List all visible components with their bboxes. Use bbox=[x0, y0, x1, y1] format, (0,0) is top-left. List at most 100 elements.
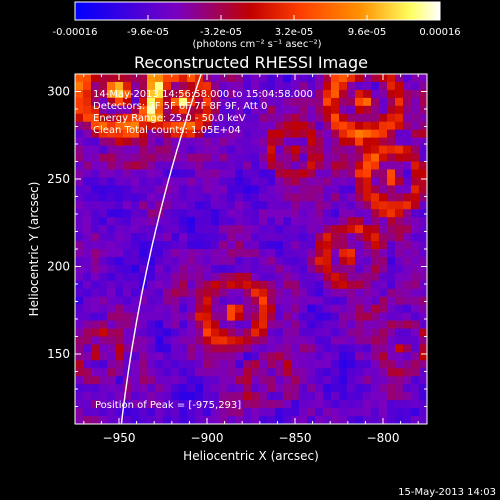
heatmap-cell bbox=[115, 137, 124, 147]
heatmap-cell bbox=[267, 113, 276, 123]
heatmap-cell bbox=[411, 145, 420, 155]
heatmap-cell bbox=[107, 201, 116, 210]
heatmap-cell bbox=[259, 368, 268, 377]
heatmap-cell bbox=[171, 376, 180, 385]
heatmap-cell bbox=[195, 280, 204, 290]
heatmap-cell bbox=[99, 312, 108, 322]
heatmap-cell bbox=[243, 169, 252, 178]
heatmap-cell bbox=[283, 185, 292, 194]
heatmap-cell bbox=[251, 352, 260, 361]
heatmap-cell bbox=[179, 264, 188, 274]
heatmap-cell bbox=[171, 185, 180, 194]
heatmap-cell bbox=[355, 233, 364, 242]
heatmap-cell bbox=[83, 416, 92, 424]
heatmap-cell bbox=[267, 376, 276, 385]
heatmap-cell bbox=[323, 74, 332, 83]
heatmap-cell bbox=[203, 368, 212, 377]
heatmap-cell bbox=[379, 153, 388, 163]
heatmap-cell bbox=[387, 201, 396, 210]
heatmap-cell bbox=[299, 416, 308, 424]
heatmap-cell bbox=[219, 193, 228, 202]
heatmap-cell bbox=[347, 233, 356, 242]
heatmap-cell bbox=[323, 320, 332, 330]
heatmap-cell bbox=[171, 145, 180, 155]
heatmap-cell bbox=[219, 312, 228, 322]
heatmap-cell bbox=[163, 209, 172, 218]
heatmap-cell bbox=[155, 241, 164, 250]
heatmap-cell bbox=[83, 408, 92, 417]
heatmap-cell bbox=[331, 225, 340, 234]
heatmap-cell bbox=[347, 74, 356, 83]
heatmap-cell bbox=[315, 121, 324, 131]
heatmap-cell bbox=[131, 400, 140, 409]
heatmap-cell bbox=[355, 376, 364, 385]
heatmap-cell bbox=[107, 113, 116, 123]
heatmap-cell bbox=[371, 233, 380, 242]
heatmap-cell bbox=[163, 288, 172, 298]
heatmap-cell bbox=[259, 344, 268, 353]
heatmap-cell bbox=[107, 272, 116, 282]
heatmap-cell bbox=[331, 360, 340, 369]
heatmap-cell bbox=[323, 137, 332, 147]
heatmap-cell bbox=[339, 400, 348, 409]
heatmap-cell bbox=[139, 336, 148, 346]
heatmap-cell bbox=[91, 416, 100, 424]
heatmap-cell bbox=[355, 256, 364, 266]
heatmap-cell bbox=[259, 233, 268, 242]
heatmap-cell bbox=[315, 113, 324, 123]
heatmap-cell bbox=[75, 185, 84, 194]
heatmap-cell bbox=[195, 209, 204, 218]
heatmap-cell bbox=[115, 392, 124, 401]
heatmap-cell bbox=[419, 193, 427, 202]
heatmap-cell bbox=[115, 153, 124, 163]
heatmap-cell bbox=[91, 328, 100, 338]
heatmap-cell bbox=[179, 256, 188, 266]
heatmap-cell bbox=[259, 304, 268, 314]
heatmap-cell bbox=[419, 161, 427, 171]
heatmap-cell bbox=[395, 280, 404, 290]
heatmap-cell bbox=[171, 296, 180, 306]
heatmap-cell bbox=[379, 392, 388, 401]
heatmap-cell bbox=[203, 81, 212, 91]
heatmap-cell bbox=[179, 280, 188, 290]
heatmap-cell bbox=[251, 384, 260, 393]
heatmap-cell bbox=[251, 153, 260, 163]
solar-limb-line bbox=[120, 74, 202, 424]
heatmap-cell bbox=[275, 185, 284, 194]
heatmap-cell bbox=[91, 368, 100, 377]
heatmap-cell bbox=[163, 416, 172, 424]
heatmap-cell bbox=[363, 328, 372, 338]
heatmap-cell bbox=[411, 177, 420, 186]
heatmap-cell bbox=[115, 328, 124, 338]
heatmap-cell bbox=[131, 105, 140, 115]
heatmap-cell bbox=[179, 89, 188, 99]
heatmap-cell bbox=[419, 344, 427, 353]
heatmap-cell bbox=[99, 137, 108, 147]
heatmap-cell bbox=[179, 392, 188, 401]
heatmap-cell bbox=[83, 121, 92, 131]
heatmap-cell bbox=[339, 296, 348, 306]
heatmap-cell bbox=[131, 296, 140, 306]
heatmap-cell bbox=[243, 209, 252, 218]
heatmap-cell bbox=[235, 89, 244, 99]
heatmap-cell bbox=[419, 416, 427, 424]
heatmap-cell bbox=[371, 217, 380, 226]
heatmap-cell bbox=[275, 256, 284, 266]
heatmap-cell bbox=[187, 336, 196, 346]
heatmap-cell bbox=[203, 209, 212, 218]
heatmap-cell bbox=[123, 408, 132, 417]
heatmap-cell bbox=[371, 137, 380, 147]
heatmap-cell bbox=[251, 89, 260, 99]
heatmap-cell bbox=[211, 177, 220, 186]
heatmap-cell bbox=[339, 233, 348, 242]
heatmap-cell bbox=[371, 169, 380, 178]
heatmap-cell bbox=[323, 129, 332, 139]
heatmap-cell bbox=[171, 249, 180, 258]
heatmap-cell bbox=[147, 352, 156, 361]
heatmap-cell bbox=[323, 328, 332, 338]
heatmap-cell bbox=[395, 376, 404, 385]
heatmap-cell bbox=[275, 201, 284, 210]
heatmap-cell bbox=[219, 145, 228, 155]
heatmap-cell bbox=[315, 256, 324, 266]
heatmap-cell bbox=[267, 336, 276, 346]
